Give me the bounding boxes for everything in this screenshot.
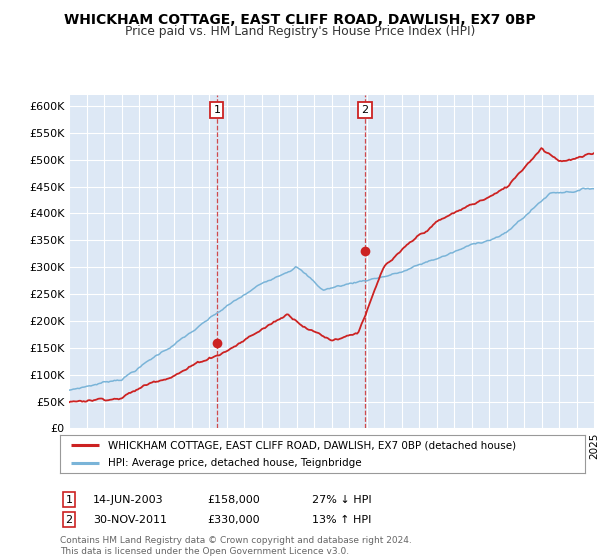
Text: Price paid vs. HM Land Registry's House Price Index (HPI): Price paid vs. HM Land Registry's House … [125, 25, 475, 38]
Text: WHICKHAM COTTAGE, EAST CLIFF ROAD, DAWLISH, EX7 0BP: WHICKHAM COTTAGE, EAST CLIFF ROAD, DAWLI… [64, 13, 536, 27]
Text: Contains HM Land Registry data © Crown copyright and database right 2024.
This d: Contains HM Land Registry data © Crown c… [60, 536, 412, 556]
Text: 1: 1 [65, 494, 73, 505]
Text: 27% ↓ HPI: 27% ↓ HPI [312, 494, 371, 505]
Text: 13% ↑ HPI: 13% ↑ HPI [312, 515, 371, 525]
Text: 2: 2 [362, 105, 368, 115]
Text: 2: 2 [65, 515, 73, 525]
Text: 14-JUN-2003: 14-JUN-2003 [93, 494, 164, 505]
Text: £158,000: £158,000 [207, 494, 260, 505]
Text: 30-NOV-2011: 30-NOV-2011 [93, 515, 167, 525]
Text: WHICKHAM COTTAGE, EAST CLIFF ROAD, DAWLISH, EX7 0BP (detached house): WHICKHAM COTTAGE, EAST CLIFF ROAD, DAWLI… [108, 440, 517, 450]
Text: HPI: Average price, detached house, Teignbridge: HPI: Average price, detached house, Teig… [108, 458, 362, 468]
Text: 1: 1 [214, 105, 220, 115]
Text: £330,000: £330,000 [207, 515, 260, 525]
